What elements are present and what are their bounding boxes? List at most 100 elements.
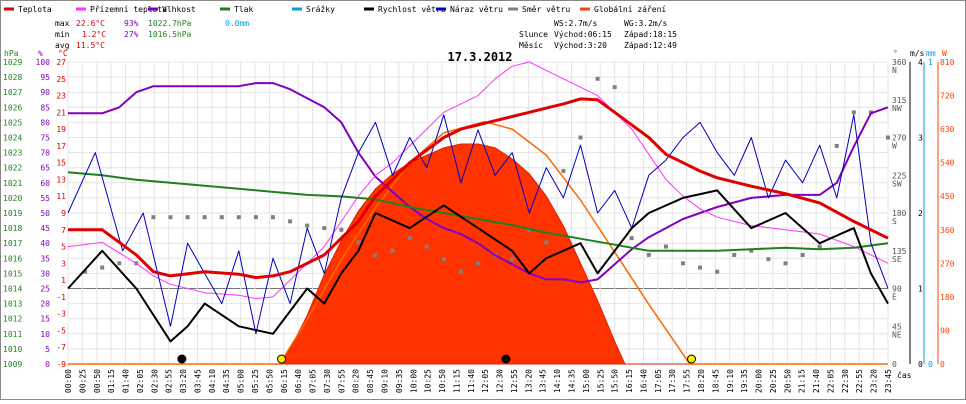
- wind-dir-point: [612, 85, 617, 90]
- compass-label: N: [892, 66, 897, 75]
- moon-set: Západ:12:49: [624, 41, 677, 50]
- x-tick-label: 06:40: [294, 369, 303, 393]
- wind-dir-point: [663, 244, 668, 249]
- hpa-tick-label: 1014: [3, 285, 22, 294]
- wind-dir-point: [800, 252, 805, 257]
- compass-label: W: [892, 142, 897, 151]
- x-tick-label: 03:45: [193, 369, 202, 393]
- deg-tick-label: 315: [892, 96, 907, 105]
- wind-dir-point: [339, 227, 344, 232]
- wg-value: WG:3.2m/s: [624, 19, 668, 28]
- pct-tick-label: 50: [40, 209, 50, 218]
- x-tick-label: 02:30: [150, 369, 159, 393]
- legend-label: Vlhkost: [162, 5, 196, 14]
- wind-dir-point: [646, 252, 651, 257]
- series-n-raz-v-tru: [67, 114, 889, 335]
- legend-label: Směr větru: [522, 5, 570, 14]
- wind-dir-point: [851, 110, 856, 115]
- degc-tick-label: 25: [56, 75, 66, 84]
- w-tick-label: 0: [940, 360, 945, 369]
- hpa-tick-label: 1015: [3, 269, 22, 278]
- series-vlhkost: [68, 82, 889, 284]
- pct-tick-label: 0: [45, 360, 50, 369]
- sun-rise: Východ:06:15: [554, 30, 612, 39]
- series-p-zemn-teplota: [67, 61, 889, 300]
- degc-tick-label: 27: [56, 58, 66, 67]
- wind-dir-point: [698, 265, 703, 270]
- hpa-tick-label: 1025: [3, 118, 22, 127]
- wind-dir-point: [766, 257, 771, 262]
- w-tick-label: 810: [940, 58, 955, 67]
- series-teplota: [68, 97, 889, 280]
- stat-min-label: min: [55, 30, 70, 39]
- degc-tick-label: 19: [56, 125, 66, 134]
- moon-label: Měsíc: [519, 41, 543, 50]
- pct-tick-label: 65: [40, 164, 50, 173]
- wind-dir-point: [458, 269, 463, 274]
- wind-dir-point: [424, 244, 429, 249]
- axis-header-cas: čas: [897, 370, 912, 380]
- hpa-tick-label: 1010: [3, 345, 22, 354]
- w-tick-label: 540: [940, 159, 955, 168]
- wind-dir-point: [886, 135, 890, 140]
- axis-header-ms: m/s: [910, 49, 925, 58]
- axis-header-mm: mm: [926, 49, 936, 58]
- stat-min-temp: 1.2°C: [82, 30, 106, 39]
- sun-marker: [687, 354, 697, 364]
- compass-label: NE: [892, 330, 902, 339]
- wind-dir-point: [185, 215, 190, 220]
- wind-dir-point: [83, 269, 88, 274]
- wind-dir-point: [407, 236, 412, 241]
- hpa-tick-label: 1022: [3, 164, 22, 173]
- pct-tick-label: 5: [45, 345, 50, 354]
- deg-tick-label: 360: [892, 58, 907, 67]
- mm-tick-label: 0: [928, 360, 933, 369]
- wind-dir-point: [117, 261, 122, 266]
- x-tick-label: 16:15: [625, 369, 634, 393]
- mm-tick-label: 1: [928, 58, 933, 67]
- x-tick-label: 01:15: [107, 369, 116, 393]
- x-tick-label: 05:50: [265, 369, 274, 393]
- hpa-tick-label: 1016: [3, 254, 22, 263]
- degc-tick-label: -7: [56, 343, 66, 352]
- x-tick-label: 04:35: [222, 369, 231, 393]
- moon-marker: [501, 354, 511, 364]
- deg-tick-label: 180: [892, 209, 907, 218]
- wind-dir-point: [834, 143, 839, 148]
- hpa-tick-label: 1020: [3, 194, 22, 203]
- x-tick-label: 05:25: [251, 369, 260, 393]
- x-tick-label: 21:40: [812, 369, 821, 393]
- x-tick-label: 02:55: [165, 369, 174, 393]
- x-tick-label: 10:25: [424, 369, 433, 393]
- w-tick-label: 180: [940, 293, 955, 302]
- pct-tick-label: 25: [40, 285, 50, 294]
- x-tick-label: 00:00: [64, 369, 73, 393]
- legend-label: Teplota: [18, 5, 52, 14]
- wind-dir-point: [151, 215, 156, 220]
- wind-dir-point: [681, 261, 685, 266]
- degc-tick-label: 23: [56, 92, 66, 101]
- x-tick-label: 19:10: [726, 369, 735, 393]
- x-tick-label: 17:30: [668, 369, 677, 393]
- x-tick-label: 09:10: [380, 369, 389, 393]
- hpa-tick-label: 1013: [3, 300, 22, 309]
- ms-tick-label: 2: [918, 209, 923, 218]
- degc-tick-label: 15: [56, 159, 66, 168]
- pct-tick-label: 35: [40, 254, 50, 263]
- wind-dir-point: [732, 252, 737, 257]
- hpa-tick-label: 1017: [3, 239, 22, 248]
- x-tick-label: 04:10: [208, 369, 217, 393]
- sun-set: Západ:18:15: [624, 30, 677, 39]
- degc-tick-label: -1: [56, 293, 66, 302]
- stats-block: max 22.6°C 93% 1022.7hPa 0.0mm min 1.2°C…: [55, 19, 249, 50]
- hpa-tick-label: 1029: [3, 58, 22, 67]
- stat-avg-label: avg: [55, 41, 70, 50]
- x-tick-label: 00:25: [78, 369, 87, 393]
- axis-header-deg: °: [893, 49, 898, 58]
- wind-dir-point: [100, 265, 105, 270]
- x-tick-label: 22:55: [855, 369, 864, 393]
- ws-value: WS:2.7m/s: [554, 19, 598, 28]
- wind-dir-point: [271, 215, 275, 220]
- pct-tick-label: 40: [40, 239, 50, 248]
